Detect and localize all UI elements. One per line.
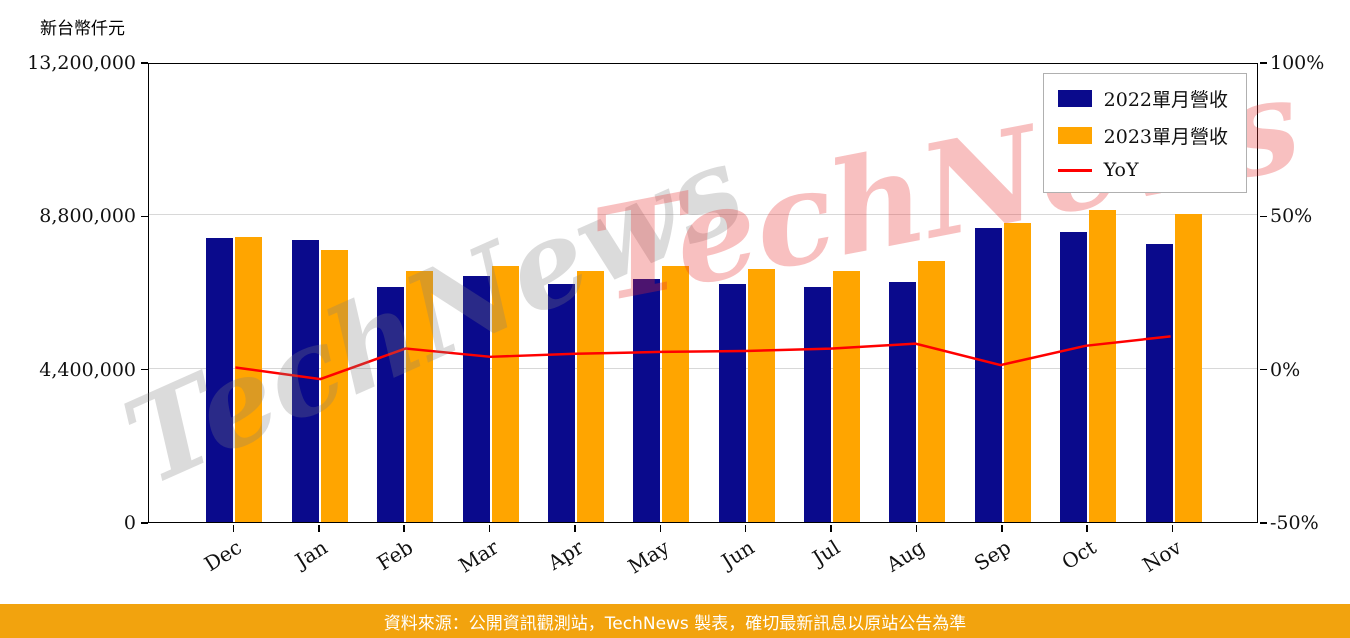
tick-mark bbox=[1001, 524, 1003, 532]
x-axis-label-Sep: Sep bbox=[969, 535, 1015, 576]
x-axis-label-Jun: Jun bbox=[717, 535, 759, 574]
x-axis-label-Jan: Jan bbox=[290, 535, 332, 573]
bar-2023單月營收-Sep bbox=[1003, 223, 1031, 522]
plot-area: 2022單月營收 2023單月營收 YoY bbox=[148, 63, 1258, 523]
tick-mark bbox=[574, 524, 576, 532]
legend-item-2022: 2022單月營收 bbox=[1057, 85, 1228, 112]
tick-mark bbox=[830, 524, 832, 532]
legend-label-yoy: YoY bbox=[1103, 159, 1139, 181]
bar-2023單月營收-Oct bbox=[1089, 210, 1117, 522]
yoy-line-layer bbox=[235, 335, 1171, 381]
x-axis-label-Dec: Dec bbox=[200, 535, 247, 577]
left-axis-tick-0: 0 bbox=[123, 512, 136, 534]
bar-2022單月營收-Aug bbox=[889, 281, 917, 522]
bar-2023單月營收-Nov bbox=[1174, 213, 1202, 522]
x-axis-label-Nov: Nov bbox=[1137, 535, 1186, 577]
tick-mark bbox=[1259, 368, 1267, 371]
bar-2022單月營收-Dec bbox=[206, 238, 234, 522]
x-axis-label-Oct: Oct bbox=[1056, 535, 1100, 575]
tick-mark bbox=[1171, 524, 1174, 532]
tick-mark bbox=[141, 215, 148, 218]
tick-mark bbox=[318, 524, 320, 532]
legend-item-yoy: YoY bbox=[1057, 159, 1228, 181]
legend-swatch-2023 bbox=[1057, 127, 1092, 144]
right-axis-tick-0%: 0% bbox=[1270, 358, 1301, 381]
right-axis-tick--50%: -50% bbox=[1270, 512, 1319, 534]
bar-2022單月營收-Jan bbox=[291, 240, 319, 522]
tick-mark bbox=[488, 524, 491, 532]
bar-2023單月營收-Aug bbox=[918, 261, 946, 522]
tick-mark bbox=[1086, 524, 1088, 532]
bar-2022單月營收-Sep bbox=[974, 227, 1002, 522]
bar-2023單月營收-Mar bbox=[491, 265, 519, 522]
tick-mark bbox=[232, 524, 235, 532]
legend-label-2022: 2022單月營收 bbox=[1103, 89, 1228, 111]
footer-source-bar: 資料來源：公開資訊觀測站，TechNews 製表，確切最新訊息以原站公告為準 bbox=[0, 604, 1350, 638]
legend-item-2023: 2023單月營收 bbox=[1057, 122, 1228, 149]
x-axis-label-Mar: Mar bbox=[453, 535, 503, 578]
y-axis-unit-label: 新台幣仟元 bbox=[40, 19, 125, 39]
tick-mark bbox=[915, 524, 918, 532]
x-axis-label-Feb: Feb bbox=[372, 535, 417, 576]
legend: 2022單月營收 2023單月營收 YoY bbox=[1042, 73, 1247, 193]
tick-mark bbox=[1259, 62, 1267, 64]
bar-2023單月營收-Jun bbox=[747, 269, 775, 522]
bar-2022單月營收-Jun bbox=[718, 283, 746, 522]
right-axis-tick-100%: 100% bbox=[1270, 52, 1325, 74]
bar-2023單月營收-May bbox=[662, 265, 690, 522]
gridline bbox=[149, 214, 1257, 216]
bar-2022單月營收-Oct bbox=[1060, 232, 1088, 522]
tick-mark bbox=[141, 62, 148, 64]
gridline bbox=[149, 367, 1257, 369]
bar-2023單月營收-Apr bbox=[576, 271, 604, 522]
x-axis-label-May: May bbox=[623, 535, 674, 579]
x-axis-label-Jul: Jul bbox=[807, 535, 844, 570]
right-axis-tick-50%: 50% bbox=[1270, 205, 1313, 228]
yoy-line bbox=[235, 335, 1171, 381]
tick-mark bbox=[141, 368, 148, 371]
bar-2022單月營收-Feb bbox=[377, 287, 405, 522]
tick-mark bbox=[403, 524, 405, 532]
tick-mark bbox=[744, 524, 747, 532]
bar-2022單月營收-Nov bbox=[1145, 243, 1173, 522]
bar-2023單月營收-Feb bbox=[406, 271, 434, 522]
left-axis-tick-4,400,000: 4,400,000 bbox=[39, 358, 136, 381]
legend-label-2023: 2023單月營收 bbox=[1103, 126, 1228, 148]
left-axis-tick-8,800,000: 8,800,000 bbox=[39, 205, 136, 228]
x-axis-label-Aug: Aug bbox=[882, 535, 930, 577]
tick-mark bbox=[1259, 215, 1267, 218]
bar-2022單月營收-Jul bbox=[804, 287, 832, 522]
left-axis-tick-13,200,000: 13,200,000 bbox=[27, 52, 136, 74]
x-axis-label-Apr: Apr bbox=[543, 535, 588, 575]
legend-swatch-2022 bbox=[1057, 90, 1092, 107]
bar-2023單月營收-Dec bbox=[235, 236, 263, 522]
tick-mark bbox=[659, 524, 662, 532]
bar-2022單月營收-May bbox=[633, 279, 661, 522]
bar-2023單月營收-Jan bbox=[320, 249, 348, 522]
bar-2022單月營收-Apr bbox=[547, 283, 575, 522]
legend-line-swatch-yoy bbox=[1057, 168, 1092, 172]
bar-2023單月營收-Jul bbox=[833, 271, 861, 522]
tick-mark bbox=[141, 522, 148, 524]
bar-2022單月營收-Mar bbox=[462, 275, 490, 522]
tick-mark bbox=[1259, 522, 1267, 524]
